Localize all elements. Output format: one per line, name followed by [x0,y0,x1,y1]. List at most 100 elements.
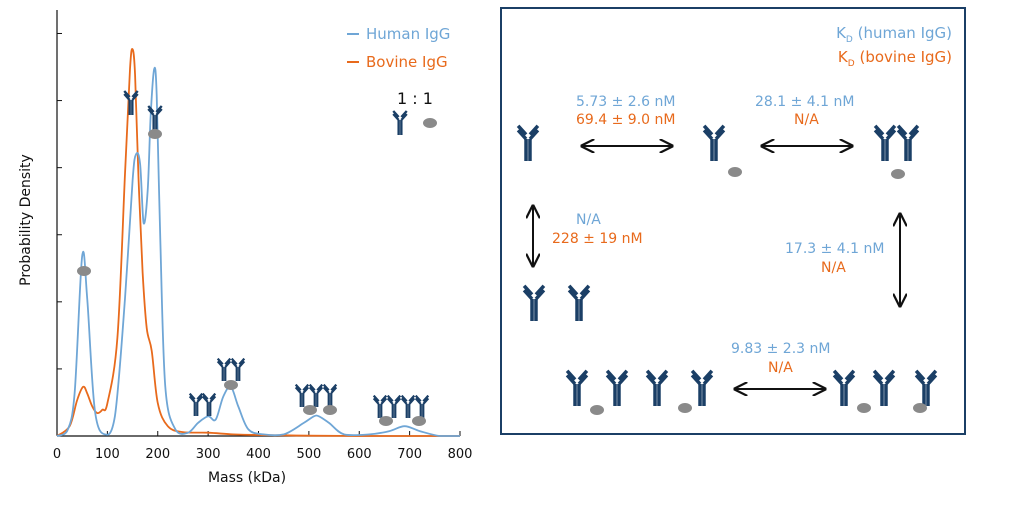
antibody-stem [391,404,397,418]
kd-legend-human: KD (human IgG) [836,24,952,45]
antibody-stem [397,120,403,135]
antigen-icon [148,129,162,139]
antigen-icon [412,416,426,426]
antibody-stem [313,393,319,407]
antibody-arm-inner [123,93,139,101]
kd-legend-bovine: KD (bovine IgG) [837,48,952,69]
antibody-arm-inner [308,386,324,394]
antigen-icon [728,167,742,177]
antibody-icon [216,357,232,381]
antibody-icon [123,90,139,115]
x-tick-label: 300 [196,447,221,462]
antibody-icon [873,124,897,162]
x-tick-label: 800 [448,447,473,462]
antibody-icon [386,394,402,418]
antibody-arm-inner [372,397,388,405]
antibody-stem [710,139,718,162]
antibody-arm-inner [567,289,591,301]
antibody-arm-inner [201,395,217,403]
kd-3-human: N/A [576,212,601,228]
antibody-stem [698,384,706,407]
antibody-stem [221,367,227,381]
kd-3-bovine: 228 ± 19 nM [552,231,643,247]
antibody-arm-outer [216,357,232,365]
antibody-stem [573,384,581,407]
antibody-arm-outer [690,369,714,381]
antibody-stem [405,404,411,418]
antibody-icon [872,369,896,407]
antigen-icon [857,403,871,413]
chart-legend: Human IgG Bovine IgG [347,25,450,71]
antibody-arm-outer [392,110,408,118]
x-axis-label: Mass (kDa) [208,470,286,486]
antigen-icon [224,380,238,390]
antibody-icon [230,357,246,381]
antibody-icon [605,369,629,407]
antibody-arm-outer [872,369,896,381]
x-tick-label: 200 [145,447,170,462]
antibody-icon [914,369,938,407]
chart-ticks: 0 100 200 300 400 500 600 700 800 [53,32,473,462]
kd-2-human: 28.1 ± 4.1 nM [755,94,855,110]
antibody-glyphs [516,124,938,415]
antibody-stem [299,393,305,407]
antibody-arm-outer [201,392,217,400]
antibody-icon [516,124,540,162]
antibody-arm-inner [702,129,726,141]
kd-1-human: 5.73 ± 2.6 nM [576,94,676,110]
antibody-stem [904,139,912,162]
antibody-arm-outer [873,124,897,136]
antibody-arm-inner [392,113,408,121]
antibody-stem [613,384,621,407]
antibody-arm-inner [565,374,589,386]
kd-2-bovine: N/A [794,112,819,128]
antibody-arm-outer [605,369,629,381]
antigen-icon [678,403,692,413]
antibody-stem [235,367,241,381]
antibody-stem [152,115,158,130]
antibody-arm-inner [832,374,856,386]
antibody-stem [377,404,383,418]
antigen-icon [303,405,317,415]
antibody-arm-inner [872,374,896,386]
antibody-icon [392,110,408,135]
antibody-icon [188,392,204,416]
antibody-icon [201,392,217,416]
legend-label-bovine: Bovine IgG [366,53,448,71]
antibody-arm-inner [400,397,416,405]
antigen-icon [423,118,437,128]
chart-axes [56,10,460,437]
antibody-stem [653,384,661,407]
antibody-arm-outer [516,124,540,136]
antibody-arm-inner [896,129,920,141]
antibody-arm-outer [896,124,920,136]
antigen-icon [590,405,604,415]
antibody-icon [294,383,310,407]
antibody-arm-outer [414,394,430,402]
antigen-icon [913,403,927,413]
antibody-icon [896,124,920,162]
antibody-arm-outer [294,383,310,391]
antibody-arm-outer [565,369,589,381]
antibody-arm-inner [147,108,163,116]
x-tick-label: 0 [53,447,61,462]
antibody-arm-outer [832,369,856,381]
kd-4-bovine: N/A [821,260,846,276]
kd-1-bovine: 69.4 ± 9.0 nM [576,112,676,128]
x-tick-label: 400 [246,447,271,462]
antigen-icon [379,416,393,426]
x-tick-label: 500 [296,447,321,462]
antibody-icon [400,394,416,418]
antibody-icon [414,394,430,418]
antigen-icon [77,266,91,276]
antigen-icon [323,405,337,415]
antibody-stem [524,139,532,162]
antibody-arm-outer [322,383,338,391]
antibody-stem [327,393,333,407]
antibody-arm-inner [294,386,310,394]
x-tick-label: 100 [95,447,120,462]
antibody-arm-inner [690,374,714,386]
antigen-icon [891,169,905,179]
antibody-stem [206,402,212,416]
antibody-icon [690,369,714,407]
